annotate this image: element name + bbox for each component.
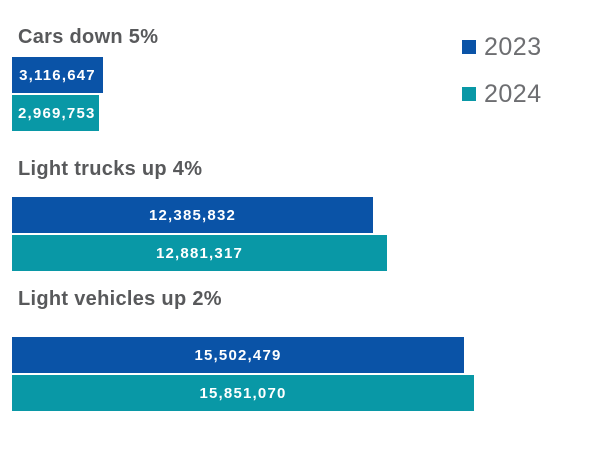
bar-value-light-trucks-2023: 12,385,832 xyxy=(148,206,237,224)
bar-cars-2024: 2,969,753 xyxy=(12,95,99,131)
bar-value-light-vehicles-2023: 15,502,479 xyxy=(194,346,282,364)
group-title-light-trucks: Light trucks up 4% xyxy=(18,158,203,180)
bar-value-cars-2024: 2,969,753 xyxy=(18,104,96,122)
bar-cars-2023: 3,116,647 xyxy=(12,57,103,93)
bar-value-cars-2023: 3,116,647 xyxy=(19,66,96,84)
bar-light-trucks-2023: 12,385,832 xyxy=(12,197,373,233)
bar-light-vehicles-2024: 15,851,070 xyxy=(12,375,474,411)
legend-swatch-2023-icon xyxy=(462,40,476,54)
bar-light-vehicles-2023: 15,502,479 xyxy=(12,337,464,373)
legend-swatch-2024-icon xyxy=(462,87,476,101)
legend-item-2024: 2024 xyxy=(462,80,542,108)
legend: 2023 2024 xyxy=(462,33,542,127)
legend-item-2023: 2023 xyxy=(462,33,542,61)
bar-light-trucks-2024: 12,881,317 xyxy=(12,235,387,271)
bar-value-light-vehicles-2024: 15,851,070 xyxy=(199,384,287,402)
legend-label-2024: 2024 xyxy=(484,79,542,108)
group-title-cars: Cars down 5% xyxy=(18,26,159,48)
legend-label-2023: 2023 xyxy=(484,32,542,61)
group-title-light-vehicles: Light vehicles up 2% xyxy=(18,288,222,310)
bar-value-light-trucks-2024: 12,881,317 xyxy=(155,244,244,262)
